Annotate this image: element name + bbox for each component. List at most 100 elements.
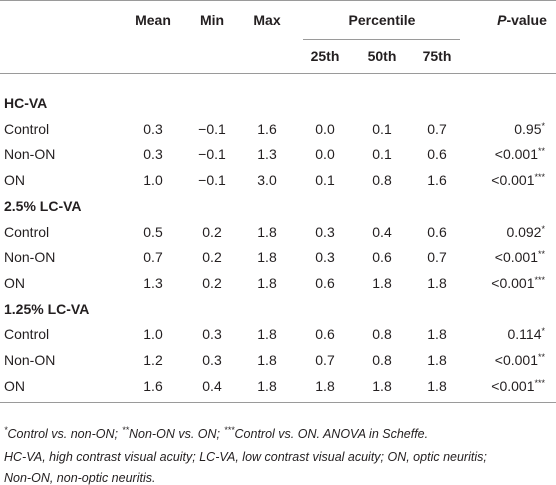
p-value: <0.001**: [495, 248, 545, 266]
cell: 0.6: [427, 146, 447, 163]
top-rule: [0, 0, 556, 1]
cell: −0.1: [198, 146, 226, 163]
row-label: Non-ON: [4, 249, 56, 266]
p-number: <0.001: [494, 249, 538, 266]
footnote-mark: **: [121, 425, 129, 435]
footnote-mark: *: [4, 425, 8, 435]
row-label: ON: [4, 274, 25, 291]
significance: **: [537, 146, 545, 157]
cell: 0.2: [202, 249, 222, 266]
cell: −0.1: [198, 120, 226, 137]
p-value: <0.001***: [491, 377, 545, 395]
significance: ***: [534, 377, 545, 388]
p-value: <0.001**: [495, 351, 545, 369]
cell: −0.1: [198, 172, 226, 189]
cell: 1.8: [427, 274, 447, 291]
column-header: Mean: [135, 12, 171, 28]
footnote-text: Control vs. ON. ANOVA in Scheffe.: [234, 427, 429, 441]
p-number: 0.114: [507, 326, 542, 343]
p-value: 0.95*: [514, 120, 545, 138]
cell: 0.3: [315, 249, 335, 266]
cell: 0.6: [315, 326, 335, 343]
percentile-rule: [303, 39, 460, 40]
significance: *: [541, 326, 545, 337]
cell: 0.4: [372, 223, 392, 240]
cell: 0.6: [427, 223, 447, 240]
row-label: Control: [4, 326, 50, 343]
cell: 1.8: [315, 377, 335, 394]
cell: 1.8: [257, 223, 277, 240]
cell: 1.0: [143, 172, 163, 189]
cell: 1.6: [143, 377, 163, 394]
column-header: 50th: [367, 48, 397, 64]
cell: 1.8: [427, 377, 447, 394]
row-label: Non-ON: [4, 146, 56, 163]
significance: *: [541, 223, 545, 234]
row-label: Control: [4, 120, 50, 137]
cell: 0.0: [315, 146, 335, 163]
cell: 0.8: [372, 326, 392, 343]
significance: ***: [534, 274, 545, 285]
cell: 0.7: [427, 120, 447, 137]
column-header: Min: [199, 12, 225, 28]
footnote-text: Control vs. non-ON;: [7, 427, 118, 441]
cell: 3.0: [257, 172, 277, 189]
p-value: 0.114*: [507, 325, 545, 343]
column-header: P-value: [497, 11, 547, 29]
p-number: 0.092: [506, 223, 542, 240]
cell: 0.8: [372, 172, 392, 189]
cell: 0.3: [315, 223, 335, 240]
cell: 1.6: [257, 120, 277, 137]
cell: 0.0: [315, 120, 335, 137]
section-title: HC-VA: [4, 95, 48, 111]
significance: **: [537, 352, 545, 362]
cell: 0.3: [202, 326, 222, 343]
cell: 1.2: [143, 352, 163, 368]
cell: 1.3: [257, 146, 277, 163]
section-title: 1.25% LC-VA: [4, 300, 90, 317]
p-number: <0.001: [494, 146, 538, 163]
cell: 1.0: [143, 326, 163, 343]
cell: 1.8: [257, 352, 277, 368]
cell: 0.5: [143, 223, 163, 240]
significance: ***: [534, 172, 545, 183]
cell: 1.8: [257, 274, 277, 291]
footnote: *Control vs. non-ON; **Non-ON vs. ON; ***C…: [4, 425, 432, 443]
cell: 0.7: [143, 249, 163, 266]
significance: **: [537, 249, 545, 260]
row-label: ON: [4, 377, 25, 394]
cell: 0.1: [315, 172, 335, 189]
row-label: ON: [4, 172, 25, 189]
p-number: <0.001: [494, 352, 538, 368]
cell: 0.1: [372, 120, 392, 137]
cell: 1.8: [257, 377, 277, 394]
p-italic: P: [497, 12, 507, 28]
footnote-mark: ***: [224, 425, 235, 435]
column-header: Percentile: [348, 12, 416, 28]
cell: 0.2: [202, 274, 222, 291]
p-rest: -value: [506, 12, 547, 28]
cell: 1.8: [257, 326, 277, 343]
cell: 0.6: [372, 249, 392, 266]
p-number: <0.001: [491, 274, 535, 291]
section-title: 2.5% LC-VA: [4, 197, 82, 214]
p-value: <0.001***: [491, 171, 545, 189]
cell: 1.8: [372, 377, 392, 394]
p-value: <0.001***: [491, 274, 545, 292]
bottom-rule: [0, 402, 556, 403]
cell: 1.8: [257, 249, 277, 266]
cell: 0.3: [202, 352, 222, 368]
p-number: 0.95: [514, 120, 542, 137]
column-header: 25th: [310, 48, 340, 64]
footnote: HC-VA, high contrast visual acuity; LC-V…: [4, 450, 487, 464]
cell: 0.1: [372, 146, 392, 163]
cell: 1.3: [143, 274, 163, 291]
p-number: <0.001: [491, 377, 535, 394]
footnote-text: Non-ON vs. ON;: [129, 427, 220, 441]
cell: 0.7: [315, 352, 335, 368]
significance: *: [541, 120, 545, 131]
cell: 1.8: [427, 352, 447, 368]
cell: 1.8: [427, 326, 447, 343]
cell: 0.7: [427, 249, 447, 266]
